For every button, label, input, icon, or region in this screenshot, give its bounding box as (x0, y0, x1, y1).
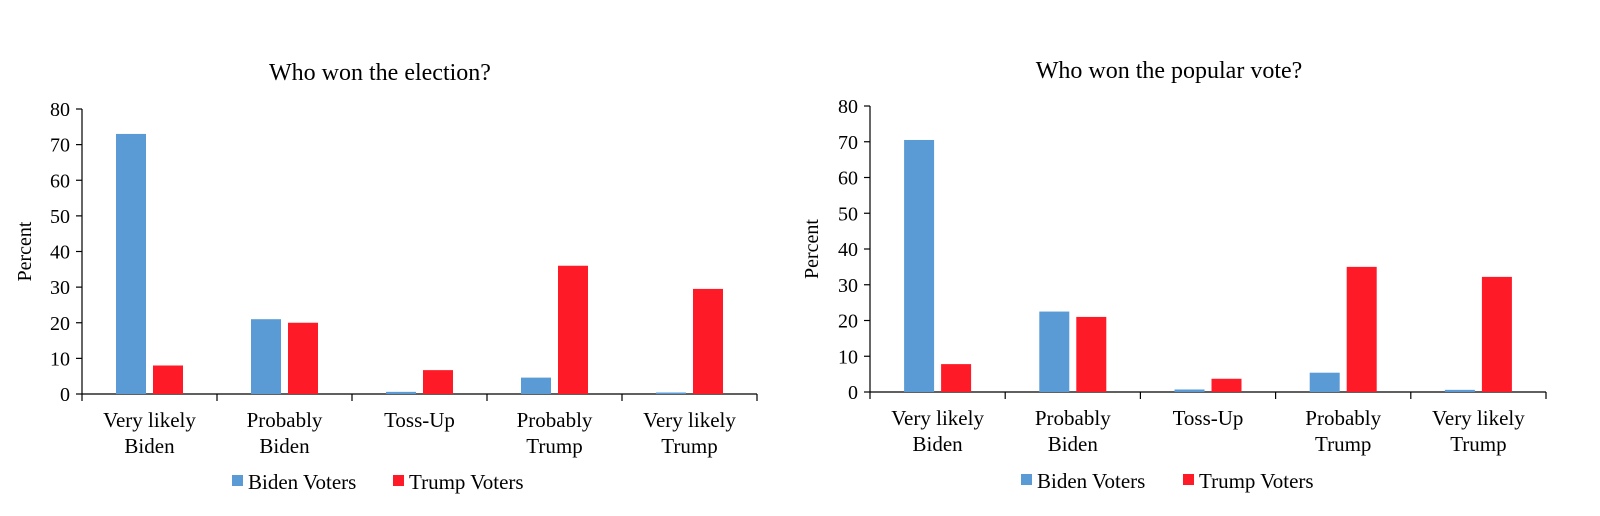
y-tick-label: 40 (838, 239, 858, 261)
legend-swatch (1183, 474, 1194, 485)
y-tick-label: 20 (50, 313, 70, 335)
x-tick-label: Very likely (891, 406, 984, 430)
bar-biden-voters (386, 391, 416, 394)
y-tick-label: 0 (60, 384, 70, 406)
y-tick-label: 80 (838, 96, 858, 118)
x-tick-label: Probably (1035, 406, 1111, 430)
bar-biden-voters (116, 133, 146, 394)
x-tick-label: Trump (1315, 432, 1371, 456)
x-tick-label: Biden (1048, 432, 1099, 456)
x-tick-label: Toss-Up (384, 408, 455, 432)
x-tick-label: Probably (1305, 406, 1381, 430)
y-tick-label: 60 (838, 168, 858, 190)
bar-trump-voters (288, 322, 318, 394)
bar-biden-voters (904, 139, 935, 392)
y-tick-label: 80 (50, 99, 70, 121)
legend-label: Biden Voters (1037, 469, 1145, 493)
y-tick-label: 30 (838, 275, 858, 297)
x-tick-label: Trump (1450, 432, 1506, 456)
bar-trump-voters (1346, 266, 1377, 392)
y-tick-label: 70 (838, 132, 858, 154)
x-tick-label: Toss-Up (1173, 406, 1244, 430)
legend-label: Trump Voters (1199, 469, 1314, 493)
x-tick-label: Trump (661, 434, 717, 458)
bar-biden-voters (521, 377, 551, 394)
y-axis-label: Percent (14, 221, 36, 281)
bar-biden-voters (1309, 372, 1340, 392)
bar-biden-voters (1039, 311, 1070, 392)
bar-biden-voters (1174, 389, 1205, 392)
x-tick-label: Trump (526, 434, 582, 458)
bar-biden-voters (1444, 389, 1475, 392)
bar-trump-voters (1211, 378, 1242, 392)
bar-trump-voters (153, 365, 183, 394)
chart-panel-popular-vote: Who won the popular vote? Percent 0 10 20 30 4… (800, 0, 1590, 516)
chart-title: Who won the popular vote? (1036, 58, 1303, 84)
x-tick-label: Very likely (103, 408, 196, 432)
x-tick-label: Biden (124, 434, 175, 458)
y-tick-label: 50 (50, 206, 70, 228)
y-tick-label: 10 (838, 346, 858, 368)
y-tick-label: 70 (50, 135, 70, 157)
y-axis-label: Percent (801, 219, 823, 279)
bar-trump-voters (558, 265, 588, 394)
y-tick-label: 0 (848, 382, 858, 404)
legend-label: Trump Voters (409, 470, 524, 494)
bar-trump-voters (423, 370, 453, 394)
bar-trump-voters (1481, 276, 1512, 392)
x-tick-label: Biden (259, 434, 310, 458)
x-tick-label: Probably (517, 408, 593, 432)
y-tick-label: 50 (838, 203, 858, 225)
x-tick-label: Very likely (643, 408, 736, 432)
bar-trump-voters (941, 364, 972, 392)
chart-election: Who won the election? Percent 0 10 20 30 40 50 6… (14, 60, 758, 494)
legend-swatch (1021, 474, 1032, 485)
chart-panel-election: Who won the election? Percent 0 10 20 30 40 50 6… (0, 0, 790, 516)
chart-popular-vote: Who won the popular vote? Percent 0 10 20 30 4… (801, 58, 1547, 493)
chart-title: Who won the election? (269, 60, 491, 86)
y-tick-label: 30 (50, 277, 70, 299)
bar-biden-voters (251, 319, 281, 394)
bar-trump-voters (693, 288, 723, 394)
legend-swatch (393, 475, 404, 486)
y-tick-label: 10 (50, 348, 70, 370)
y-tick-label: 60 (50, 170, 70, 192)
y-tick-label: 40 (50, 242, 70, 264)
bar-biden-voters (656, 392, 686, 394)
x-tick-label: Very likely (1432, 406, 1525, 430)
bar-trump-voters (1076, 316, 1107, 392)
x-tick-label: Probably (247, 408, 323, 432)
y-tick-label: 20 (838, 311, 858, 333)
x-tick-label: Biden (913, 432, 964, 456)
legend-swatch (232, 475, 243, 486)
legend-label: Biden Voters (248, 470, 356, 494)
